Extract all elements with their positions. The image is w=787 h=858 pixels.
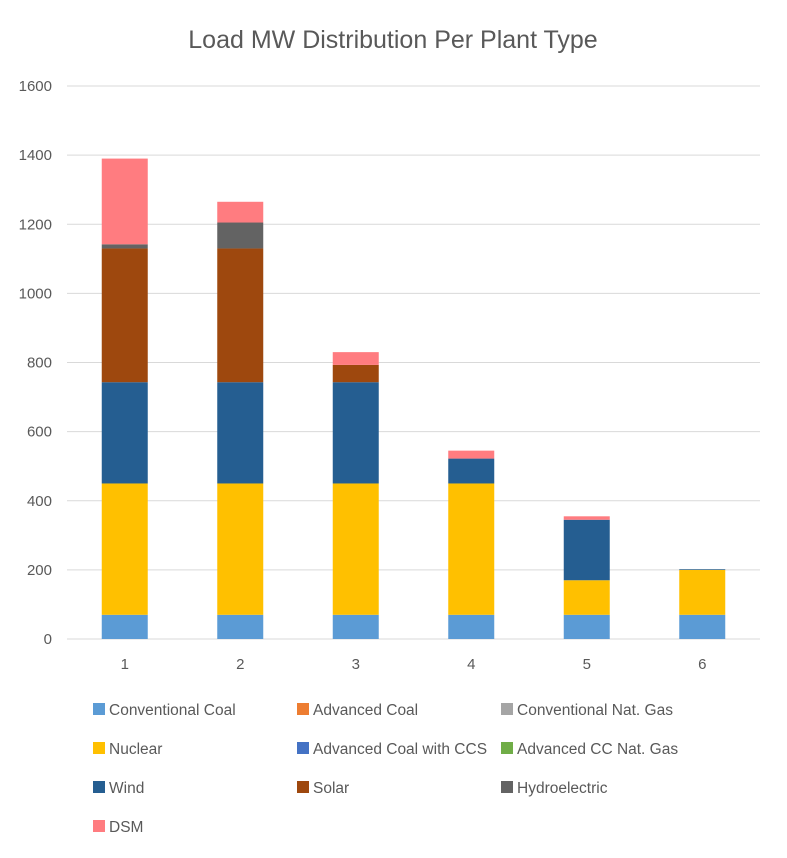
bar-segment-conventional-coal-4 bbox=[448, 614, 495, 639]
bar-segment-conventional-coal-2 bbox=[217, 614, 264, 639]
x-tick-label: 2 bbox=[236, 656, 244, 673]
bar-segment-nuclear-6 bbox=[679, 569, 726, 615]
legend-label: Wind bbox=[109, 780, 144, 797]
bar-segment-solar-2 bbox=[217, 248, 264, 383]
bar-segment-nuclear-3 bbox=[332, 483, 379, 615]
legend-label: Nuclear bbox=[109, 741, 162, 758]
y-tick-label: 200 bbox=[27, 562, 52, 579]
bar-segment-nuclear-5 bbox=[563, 580, 610, 615]
bar-segment-wind-4 bbox=[448, 458, 495, 484]
x-tick-label: 3 bbox=[352, 656, 360, 673]
legend-swatch bbox=[297, 703, 309, 715]
bar-segment-dsm-3 bbox=[332, 352, 379, 365]
bar-segment-wind-6 bbox=[679, 569, 726, 570]
bar-segment-solar-3 bbox=[332, 364, 379, 383]
legend-label: Solar bbox=[313, 780, 349, 797]
legend-swatch bbox=[93, 820, 105, 832]
bar-segment-dsm-4 bbox=[448, 450, 495, 459]
legend-label: Advanced Coal bbox=[313, 702, 418, 719]
legend-swatch bbox=[501, 781, 513, 793]
legend-label: Conventional Nat. Gas bbox=[517, 702, 673, 719]
bar-segment-wind-5 bbox=[563, 519, 610, 581]
y-tick-label: 1000 bbox=[19, 285, 52, 302]
bar-segment-conventional-coal-6 bbox=[679, 614, 726, 639]
bar-segment-conventional-coal-3 bbox=[332, 614, 379, 639]
bar-segment-nuclear-2 bbox=[217, 483, 264, 615]
bar-segment-wind-1 bbox=[101, 382, 148, 484]
legend-label: Advanced Coal with CCS bbox=[313, 741, 487, 758]
legend-label: Conventional Coal bbox=[109, 702, 236, 719]
bar-segment-dsm-1 bbox=[101, 158, 148, 245]
bar-segment-dsm-2 bbox=[217, 201, 264, 223]
y-axis: 0 200 400 600 800 1000 1200 1400 1600 bbox=[19, 78, 52, 648]
bar-segment-wind-2 bbox=[217, 382, 264, 484]
legend-swatch bbox=[297, 781, 309, 793]
bar-segment-conventional-coal-1 bbox=[101, 614, 148, 639]
y-tick-label: 1200 bbox=[19, 216, 52, 233]
legend-label: Hydroelectric bbox=[517, 780, 608, 797]
x-tick-label: 6 bbox=[698, 656, 706, 673]
gridlines bbox=[67, 85, 760, 640]
x-tick-label: 1 bbox=[121, 656, 129, 673]
bar-segment-nuclear-4 bbox=[448, 483, 495, 615]
legend-swatch bbox=[93, 703, 105, 715]
legend-swatch bbox=[93, 742, 105, 754]
legend-label: Advanced CC Nat. Gas bbox=[517, 741, 678, 758]
x-axis: 1 2 3 4 5 6 bbox=[121, 656, 707, 673]
bar-segment-nuclear-1 bbox=[101, 483, 148, 615]
y-tick-label: 1600 bbox=[19, 78, 52, 95]
legend-swatch bbox=[93, 781, 105, 793]
legend: Conventional Coal Advanced Coal Convention… bbox=[93, 702, 678, 836]
bar-segment-solar-1 bbox=[101, 248, 148, 383]
bar-segment-wind-3 bbox=[332, 382, 379, 484]
y-tick-label: 600 bbox=[27, 424, 52, 441]
y-tick-label: 0 bbox=[44, 631, 52, 648]
legend-swatch bbox=[297, 742, 309, 754]
bar-segment-dsm-5 bbox=[563, 516, 610, 520]
y-tick-label: 400 bbox=[27, 493, 52, 510]
bar-segment-hydroelectric-1 bbox=[101, 244, 148, 249]
legend-label: DSM bbox=[109, 819, 143, 836]
legend-swatch bbox=[501, 742, 513, 754]
chart-title: Load MW Distribution Per Plant Type bbox=[188, 26, 597, 54]
legend-swatch bbox=[501, 703, 513, 715]
bar-segment-hydroelectric-2 bbox=[217, 222, 264, 249]
x-tick-label: 4 bbox=[467, 656, 475, 673]
bars bbox=[101, 158, 726, 639]
bar-segment-conventional-coal-5 bbox=[563, 614, 610, 639]
x-tick-label: 5 bbox=[583, 656, 591, 673]
y-tick-label: 1400 bbox=[19, 147, 52, 164]
y-tick-label: 800 bbox=[27, 355, 52, 372]
